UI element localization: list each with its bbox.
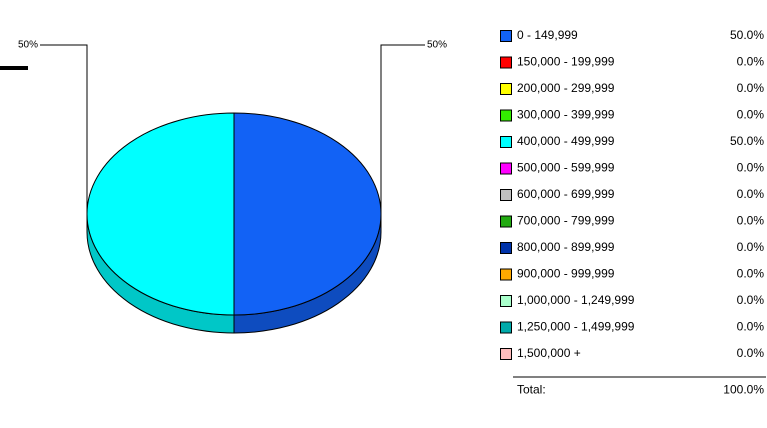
legend-label: 500,000 - 599,999	[517, 161, 615, 175]
legend-label: 600,000 - 699,999	[517, 187, 615, 201]
legend-swatch	[500, 242, 512, 254]
legend-value: 0.0%	[737, 108, 765, 122]
legend-label: 0 - 149,999	[517, 28, 578, 42]
legend-label: 150,000 - 199,999	[517, 55, 615, 69]
legend-value: 50.0%	[730, 134, 764, 148]
legend-swatch	[500, 109, 512, 122]
legend-value: 0.0%	[737, 81, 765, 95]
legend-value: 0.0%	[737, 161, 765, 175]
legend-label: 1,000,000 - 1,249,999	[517, 293, 635, 307]
legend-swatch	[500, 268, 512, 281]
legend-swatch	[500, 189, 512, 201]
legend-label: 800,000 - 899,999	[517, 240, 615, 254]
legend-swatch	[500, 30, 512, 42]
legend-swatch	[500, 295, 512, 307]
legend-label: 900,000 - 999,999	[517, 267, 615, 281]
legend-value: 0.0%	[737, 187, 765, 201]
legend-value: 50.0%	[730, 28, 764, 42]
slice-label: 50%	[18, 40, 38, 51]
legend-value: 0.0%	[737, 55, 765, 69]
legend-value: 0.0%	[737, 320, 765, 334]
total-value: 100.0%	[723, 383, 764, 397]
legend-label: 400,000 - 499,999	[517, 134, 615, 148]
pie: 50% 50%	[18, 40, 447, 334]
legend-swatch	[500, 321, 512, 334]
legend-value: 0.0%	[737, 214, 765, 228]
legend-label: 300,000 - 399,999	[517, 108, 615, 122]
legend-swatch	[500, 162, 512, 175]
legend-label: 700,000 - 799,999	[517, 214, 615, 228]
legend-label: 200,000 - 299,999	[517, 81, 615, 95]
legend-label: 1,250,000 - 1,499,999	[517, 320, 635, 334]
leader-line	[40, 44, 88, 214]
edge-bar	[0, 66, 28, 70]
legend: 0 - 149,999 50.0% 150,000 - 199,999 0.0% 200…	[500, 28, 766, 397]
legend-value: 0.0%	[737, 346, 765, 360]
leader-line	[380, 44, 425, 214]
legend-swatch	[500, 215, 512, 228]
legend-label: 1,500,000 +	[517, 346, 581, 360]
legend-swatch	[500, 136, 512, 148]
legend-value: 0.0%	[737, 267, 765, 281]
legend-swatch	[500, 56, 512, 69]
legend-value: 0.0%	[737, 293, 765, 307]
legend-swatch	[500, 348, 512, 360]
legend-swatch	[500, 83, 512, 95]
slice-label: 50%	[427, 40, 447, 51]
total-label: Total:	[517, 383, 546, 397]
legend-value: 0.0%	[737, 240, 765, 254]
